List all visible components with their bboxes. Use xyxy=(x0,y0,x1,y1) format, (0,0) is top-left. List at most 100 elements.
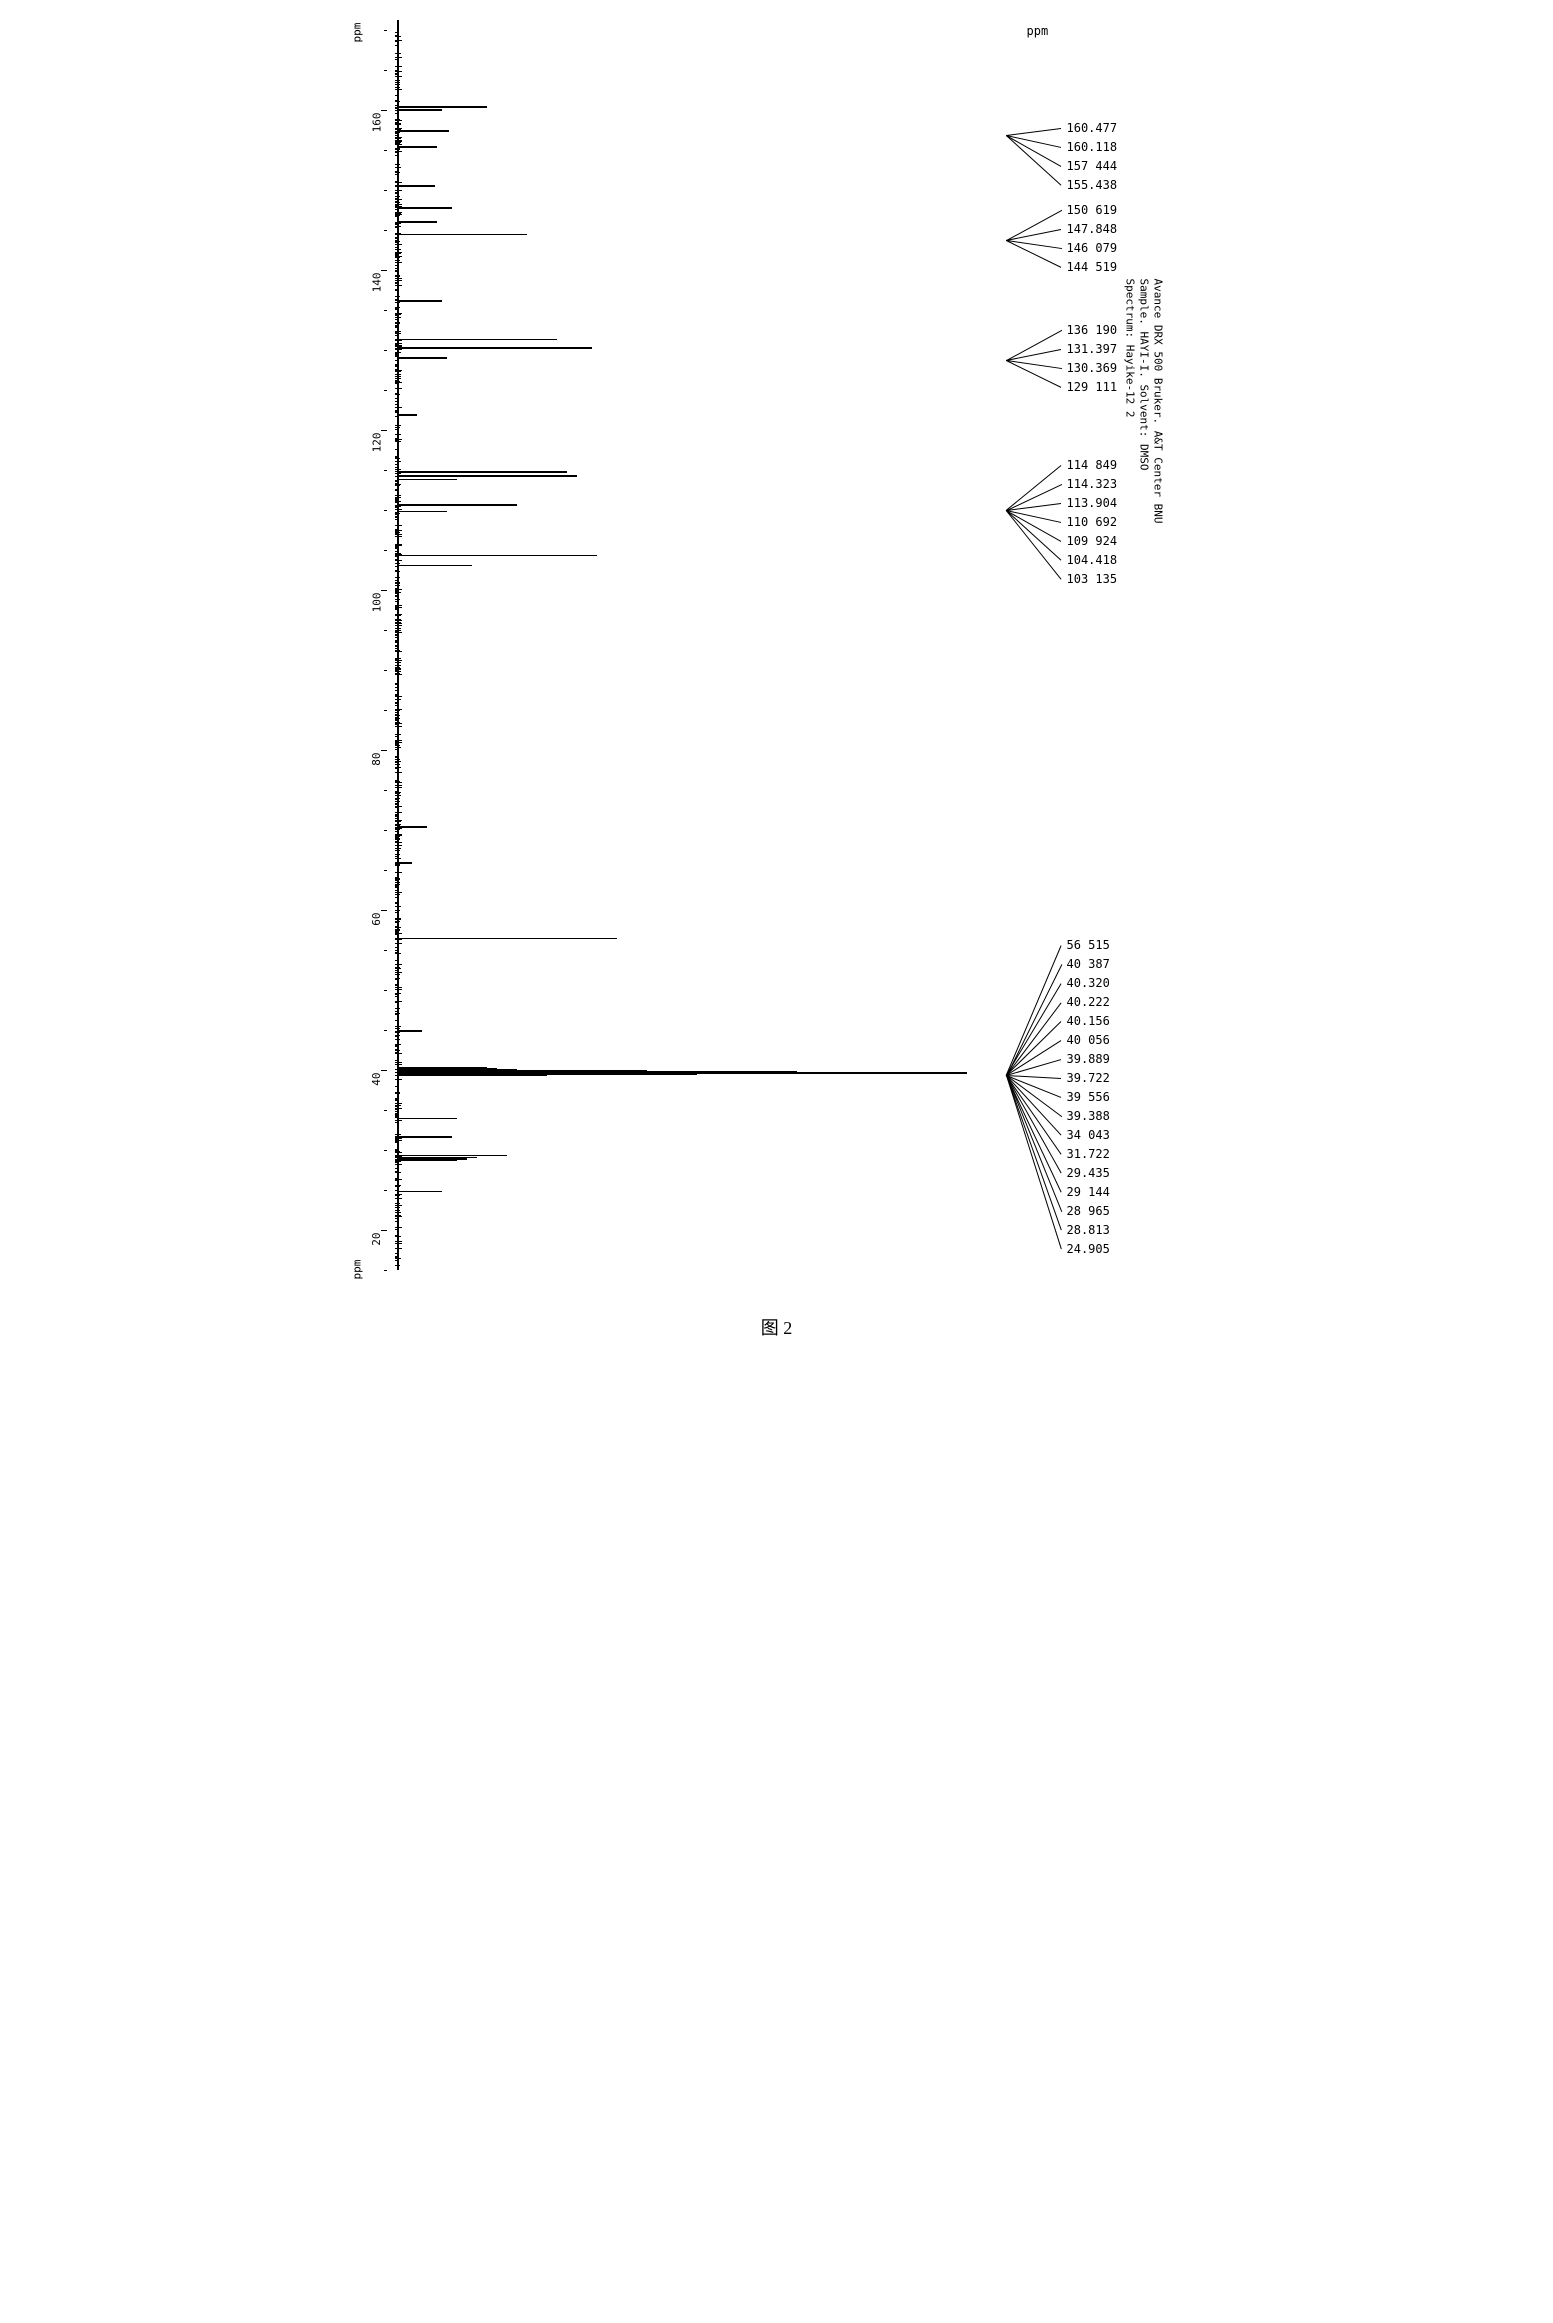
axis-minor-tick xyxy=(384,310,387,311)
axis-major-tick xyxy=(381,590,387,591)
peak-value-label: 28.813 xyxy=(1067,1223,1110,1237)
axis-minor-tick xyxy=(384,390,387,391)
axis-major-tick xyxy=(381,910,387,911)
info-line-3: Spectrum: Hayike-12 2 xyxy=(1123,278,1137,523)
peak-line xyxy=(397,106,487,108)
peak-value-label: 160.118 xyxy=(1067,140,1118,154)
peak-value-label: 40 387 xyxy=(1067,957,1110,971)
peak-value-label: 39.889 xyxy=(1067,1052,1110,1066)
peak-line xyxy=(397,504,517,506)
instrument-info: Avance DRX 500 Bruker. A&T Center BNU Sa… xyxy=(1123,278,1165,523)
peak-line xyxy=(397,555,597,557)
axis-label: 100 xyxy=(370,593,383,613)
peak-line xyxy=(397,565,472,567)
axis-minor-tick xyxy=(384,1150,387,1151)
peak-line xyxy=(397,109,442,111)
peak-line xyxy=(397,339,557,341)
peak-value-label: 160.477 xyxy=(1067,121,1118,135)
peak-value-label: 155.438 xyxy=(1067,178,1118,192)
peak-value-label: 34 043 xyxy=(1067,1128,1110,1142)
peak-value-label: 136 190 xyxy=(1067,323,1118,337)
axis-minor-tick xyxy=(384,470,387,471)
peak-line xyxy=(397,511,447,513)
peak-value-label: 28 965 xyxy=(1067,1204,1110,1218)
peak-line xyxy=(397,185,435,187)
peak-value-label: 110 692 xyxy=(1067,515,1118,529)
peak-value-label: 40 056 xyxy=(1067,1033,1110,1047)
peak-line xyxy=(397,234,527,236)
axis-minor-tick xyxy=(384,230,387,231)
info-line-1: Avance DRX 500 Bruker. A&T Center BNU xyxy=(1151,278,1165,523)
axis-minor-tick xyxy=(384,710,387,711)
axis-label: 80 xyxy=(370,753,383,766)
peak-value-label: 56 515 xyxy=(1067,938,1110,952)
peak-value-label: 103 135 xyxy=(1067,572,1118,586)
connector-line xyxy=(1006,330,1061,361)
axis-minor-tick xyxy=(384,30,387,31)
axis-major-tick xyxy=(381,270,387,271)
peak-value-label: 157 444 xyxy=(1067,159,1118,173)
peak-value-label: 109 924 xyxy=(1067,534,1118,548)
peak-line xyxy=(397,938,617,940)
axis-minor-tick xyxy=(384,670,387,671)
axis-minor-tick xyxy=(384,830,387,831)
peak-value-label: 39.388 xyxy=(1067,1109,1110,1123)
axis-minor-tick xyxy=(384,510,387,511)
axis-label: 160 xyxy=(370,113,383,133)
axis-label: 140 xyxy=(370,273,383,293)
peak-value-label: 150 619 xyxy=(1067,203,1118,217)
peak-value-label: 40.156 xyxy=(1067,1014,1110,1028)
axis-minor-tick xyxy=(384,70,387,71)
axis-minor-tick xyxy=(384,630,387,631)
peak-line xyxy=(397,471,567,473)
axis-unit-bottom: ppm xyxy=(350,1260,363,1280)
peak-line xyxy=(397,1118,457,1120)
peak-line xyxy=(397,221,437,223)
axis-minor-tick xyxy=(384,150,387,151)
peak-line xyxy=(397,130,449,132)
peak-line xyxy=(397,1075,547,1077)
peak-line xyxy=(397,146,437,148)
peak-value-label: 24.905 xyxy=(1067,1242,1110,1256)
axis-minor-tick xyxy=(384,790,387,791)
axis-major-tick xyxy=(381,430,387,431)
axis-minor-tick xyxy=(384,1030,387,1031)
axis-minor-tick xyxy=(384,1190,387,1191)
axis-minor-tick xyxy=(384,990,387,991)
peak-value-label: 114.323 xyxy=(1067,477,1118,491)
y-axis: ppm ppm 16014012010080604020 xyxy=(327,20,387,1270)
nmr-spectrum: ppm ppm ppm 16014012010080604020 160.477… xyxy=(327,20,1227,1340)
axis-major-tick xyxy=(381,110,387,111)
peak-value-label: 130.369 xyxy=(1067,361,1118,375)
axis-major-tick xyxy=(381,750,387,751)
peak-line xyxy=(397,347,592,349)
axis-label: 60 xyxy=(370,913,383,926)
peak-line xyxy=(397,1159,457,1161)
axis-minor-tick xyxy=(384,350,387,351)
axis-minor-tick xyxy=(384,950,387,951)
ppm-unit-top: ppm xyxy=(1027,24,1049,38)
peak-value-label: 147.848 xyxy=(1067,222,1118,236)
peak-value-label: 39 556 xyxy=(1067,1090,1110,1104)
axis-minor-tick xyxy=(384,1110,387,1111)
peak-line xyxy=(397,475,577,477)
peak-value-label: 40.222 xyxy=(1067,995,1110,1009)
peak-value-label: 31.722 xyxy=(1067,1147,1110,1161)
peak-value-label: 39.722 xyxy=(1067,1071,1110,1085)
peak-value-label: 114 849 xyxy=(1067,458,1118,472)
connector-line xyxy=(1006,128,1061,136)
axis-minor-tick xyxy=(384,870,387,871)
axis-major-tick xyxy=(381,1230,387,1231)
peak-line xyxy=(397,1155,507,1157)
peak-value-label: 129 111 xyxy=(1067,380,1118,394)
peak-line xyxy=(397,207,452,209)
connector-line xyxy=(1006,1075,1062,1249)
peak-line xyxy=(397,414,417,416)
peak-value-label: 113.904 xyxy=(1067,496,1118,510)
peak-value-label: 104.418 xyxy=(1067,553,1118,567)
peak-line xyxy=(397,1191,442,1193)
figure-caption: 图 2 xyxy=(761,1314,793,1340)
axis-minor-tick xyxy=(384,1270,387,1271)
axis-major-tick xyxy=(381,1070,387,1071)
axis-minor-tick xyxy=(384,550,387,551)
